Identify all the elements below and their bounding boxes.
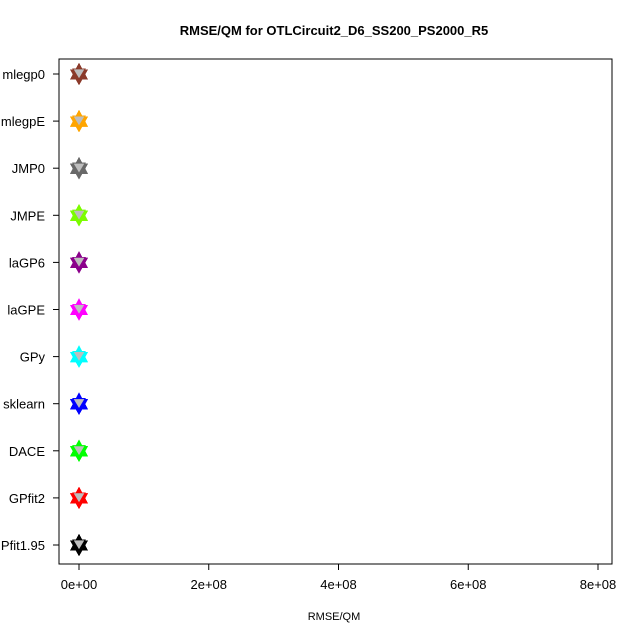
chart-title: RMSE/QM for OTLCircuit2_D6_SS200_PS2000_… (180, 23, 489, 38)
y-tick-label: sklearn (3, 397, 45, 412)
point-group-JMP0 (70, 157, 88, 180)
point-group-sklearn (70, 392, 88, 415)
x-axis-label: RMSE/QM (308, 611, 361, 623)
data-point-inner (72, 304, 86, 316)
data-point-inner (72, 492, 86, 504)
x-tick-label: 0e+00 (61, 577, 98, 592)
y-tick-label: JMPE (10, 208, 45, 223)
y-tick-label: laGP6 (9, 255, 45, 270)
point-group-mlegpE (70, 110, 88, 133)
x-axis: 0e+00 2e+08 4e+08 6e+08 8e+08 (61, 564, 617, 592)
point-group-JMPE (70, 204, 88, 227)
x-tick-label: 4e+08 (320, 577, 357, 592)
y-axis: GPfit1.95 GPfit2 DACE sklearn GPy laGPE laGP6 J… (0, 67, 59, 553)
data-point-inner (72, 539, 86, 551)
y-tick-label: mlegpE (1, 114, 45, 129)
data-point-inner (72, 68, 86, 80)
data-point-inner (72, 398, 86, 410)
data-marks (70, 62, 88, 557)
y-tick-label: DACE (9, 444, 45, 459)
x-tick-label: 2e+08 (190, 577, 227, 592)
y-tick-label: JMP0 (12, 161, 45, 176)
data-point-inner (72, 209, 86, 222)
x-tick-label: 8e+08 (580, 577, 617, 592)
point-group-GPfit2 (70, 486, 88, 509)
data-point-inner (72, 115, 86, 127)
point-group-laGPE (70, 298, 88, 321)
data-point-inner (72, 162, 86, 174)
data-point-inner (72, 445, 86, 457)
point-group-laGP6 (70, 251, 88, 274)
x-tick-label: 6e+08 (450, 577, 487, 592)
y-tick-label: mlegp0 (2, 67, 45, 82)
point-group-mlegp0 (70, 62, 88, 86)
point-group-DACE (70, 439, 88, 462)
point-group-GPy (70, 345, 88, 368)
data-point-inner (72, 256, 86, 269)
data-point-inner (72, 351, 86, 363)
point-group-GPfit1.95 (70, 533, 88, 557)
y-tick-label: GPfit2 (9, 491, 45, 506)
y-tick-label: laGPE (7, 303, 45, 318)
plot-frame (58, 58, 613, 565)
y-tick-label: GPfit1.95 (0, 538, 45, 553)
y-tick-label: GPy (20, 350, 46, 365)
